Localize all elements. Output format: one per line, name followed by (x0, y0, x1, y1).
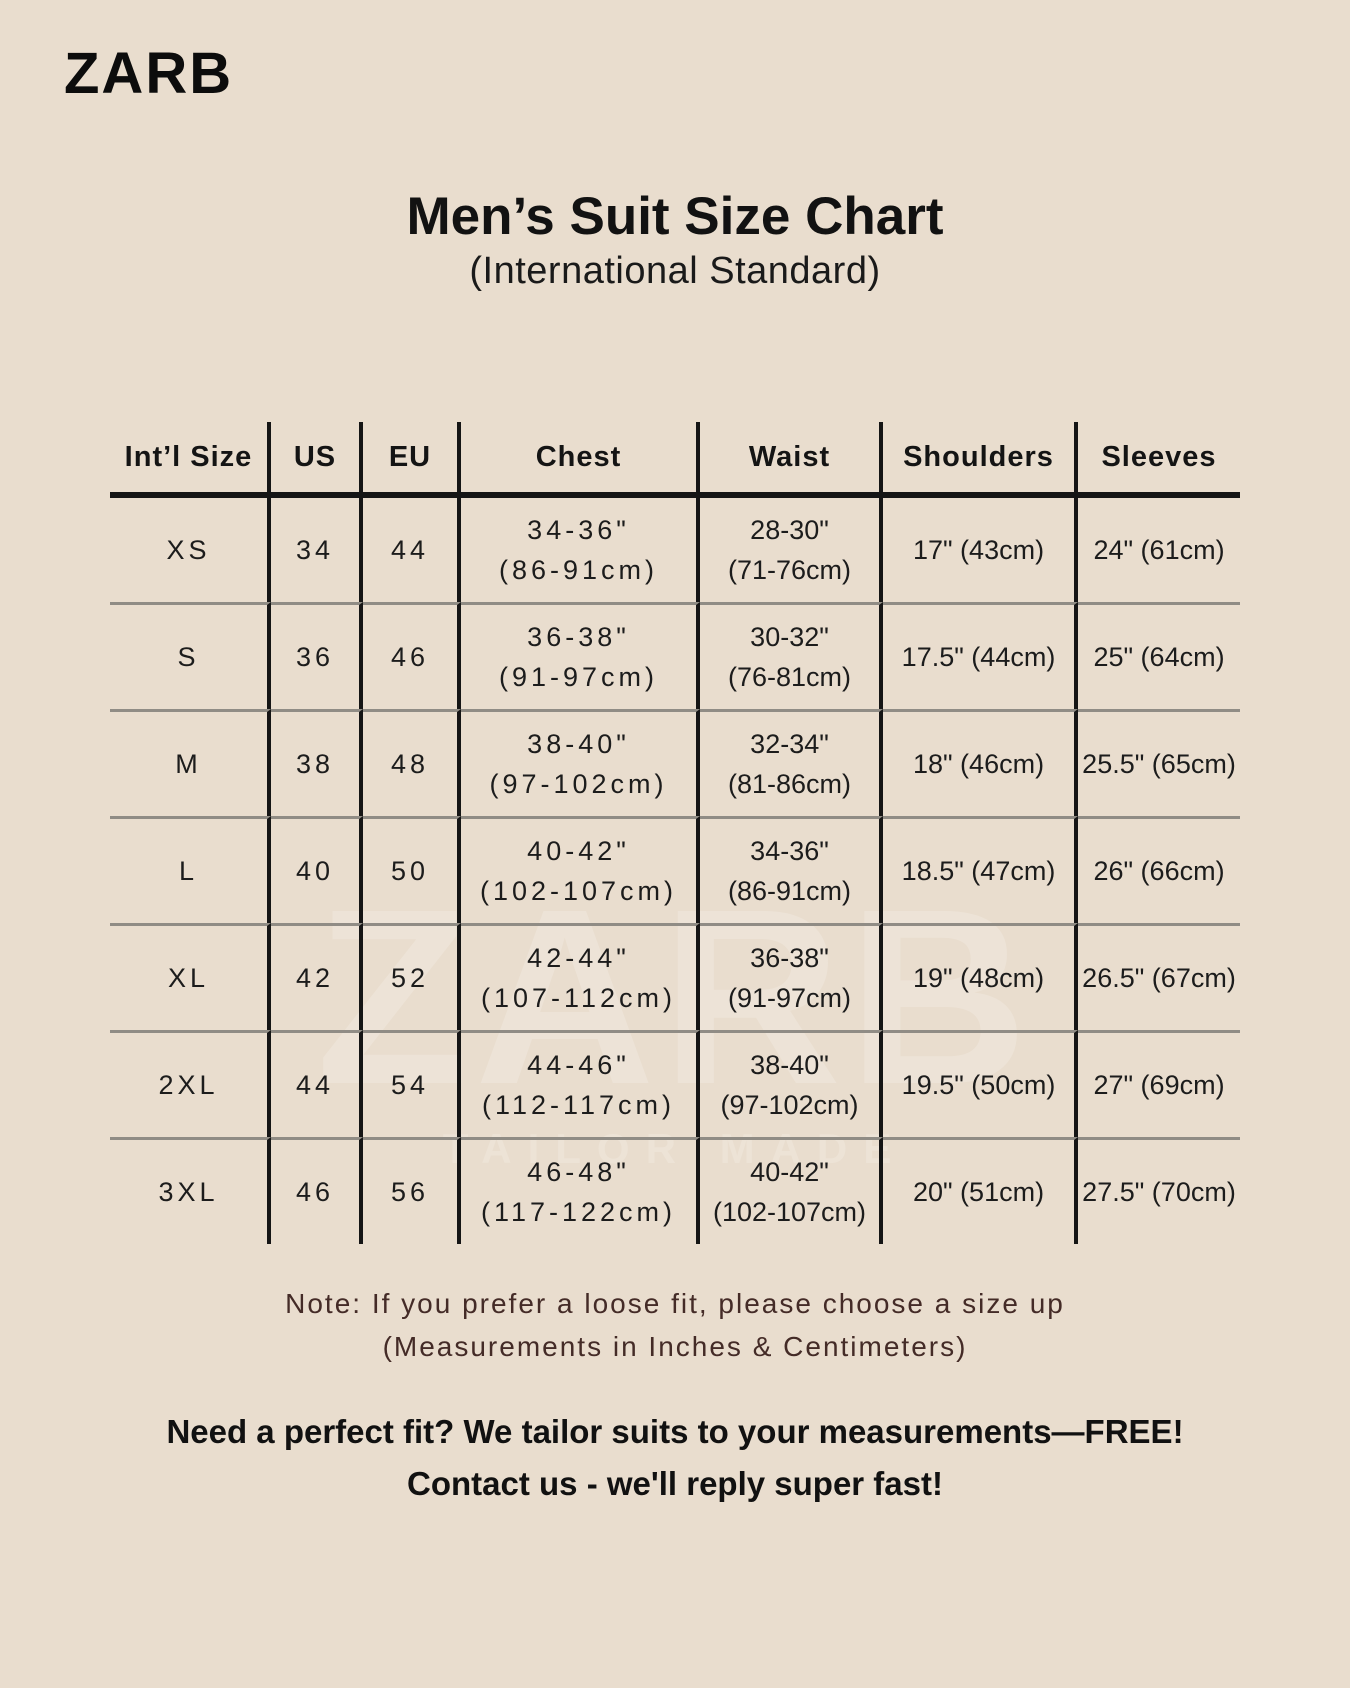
cell-sleeves: 26.5" (67cm) (1078, 923, 1240, 1030)
cell-chest: 34-36" (86-91cm) (461, 498, 700, 602)
cell-eu-size: 52 (363, 923, 461, 1030)
chest-inches: 38-40" (527, 729, 630, 759)
cell-chest: 44-46" (112-117cm) (461, 1030, 700, 1137)
footer-line-1: Need a perfect fit? We tailor suits to y… (166, 1413, 1184, 1450)
waist-inches: 34-36" (750, 836, 829, 866)
cell-shoulders: 18" (46cm) (883, 709, 1078, 816)
cell-waist: 36-38" (91-97cm) (700, 923, 883, 1030)
cell-intl-size-2xl: 2XL (110, 1030, 271, 1137)
cell-waist: 34-36" (86-91cm) (700, 816, 883, 923)
waist-inches: 36-38" (750, 943, 829, 973)
cell-eu-size: 50 (363, 816, 461, 923)
note-block: Note: If you prefer a loose fit, please … (0, 1282, 1350, 1368)
chest-inches: 42-44" (527, 943, 630, 973)
waist-centimeters: (71-76cm) (727, 555, 852, 585)
column-header-waist: Waist (700, 422, 883, 498)
cell-sleeves: 27.5" (70cm) (1078, 1137, 1240, 1244)
column-header-shoulders: Shoulders (883, 422, 1078, 498)
cell-chest: 40-42" (102-107cm) (461, 816, 700, 923)
cell-eu-size: 48 (363, 709, 461, 816)
column-header-us: US (271, 422, 363, 498)
cell-us-size: 42 (271, 923, 363, 1030)
chest-centimeters: (102-107cm) (479, 876, 678, 906)
cell-shoulders: 20" (51cm) (883, 1137, 1078, 1244)
cell-eu-size: 56 (363, 1137, 461, 1244)
chest-centimeters: (97-102cm) (489, 769, 668, 799)
chest-inches: 44-46" (527, 1050, 630, 1080)
waist-centimeters: (81-86cm) (727, 769, 852, 799)
chest-centimeters: (112-117cm) (481, 1090, 676, 1120)
cell-intl-size-l: L (110, 816, 271, 923)
note-line-1: Note: If you prefer a loose fit, please … (285, 1288, 1065, 1319)
cell-sleeves: 25" (64cm) (1078, 602, 1240, 709)
cell-us-size: 40 (271, 816, 363, 923)
footer-block: Need a perfect fit? We tailor suits to y… (0, 1406, 1350, 1510)
waist-inches: 38-40" (750, 1050, 829, 1080)
cell-shoulders: 17" (43cm) (883, 498, 1078, 602)
cell-eu-size: 44 (363, 498, 461, 602)
waist-centimeters: (86-91cm) (727, 876, 852, 906)
cell-intl-size-xs: XS (110, 498, 271, 602)
waist-centimeters: (97-102cm) (720, 1090, 859, 1120)
cell-us-size: 38 (271, 709, 363, 816)
cell-intl-size-m: M (110, 709, 271, 816)
column-header-int-l-size: Int’l Size (110, 422, 271, 498)
cell-waist: 40-42" (102-107cm) (700, 1137, 883, 1244)
waist-inches: 28-30" (750, 515, 829, 545)
cell-intl-size-3xl: 3XL (110, 1137, 271, 1244)
cell-eu-size: 54 (363, 1030, 461, 1137)
page-title: Men’s Suit Size Chart (406, 187, 944, 246)
cell-chest: 42-44" (107-112cm) (461, 923, 700, 1030)
cell-us-size: 46 (271, 1137, 363, 1244)
waist-inches: 30-32" (750, 622, 829, 652)
cell-shoulders: 17.5" (44cm) (883, 602, 1078, 709)
cell-waist: 38-40" (97-102cm) (700, 1030, 883, 1137)
chest-inches: 36-38" (527, 622, 630, 652)
chest-inches: 34-36" (527, 515, 630, 545)
footer-line-2: Contact us - we'll reply super fast! (407, 1465, 943, 1502)
note-line-2: (Measurements in Inches & Centimeters) (382, 1331, 968, 1362)
chest-centimeters: (107-112cm) (480, 983, 677, 1013)
column-header-chest: Chest (461, 422, 700, 498)
chest-centimeters: (86-91cm) (498, 555, 659, 585)
cell-chest: 46-48" (117-122cm) (461, 1137, 700, 1244)
cell-shoulders: 19.5" (50cm) (883, 1030, 1078, 1137)
waist-inches: 32-34" (750, 729, 829, 759)
cell-waist: 30-32" (76-81cm) (700, 602, 883, 709)
size-chart-table: Int’l Size US EU Chest Waist Shoulders Sleeves… (110, 422, 1240, 1244)
chest-inches: 40-42" (527, 836, 630, 866)
cell-us-size: 44 (271, 1030, 363, 1137)
cell-shoulders: 18.5" (47cm) (883, 816, 1078, 923)
column-header-sleeves: Sleeves (1078, 422, 1240, 498)
waist-centimeters: (91-97cm) (727, 983, 852, 1013)
cell-waist: 32-34" (81-86cm) (700, 709, 883, 816)
cell-us-size: 34 (271, 498, 363, 602)
cell-sleeves: 26" (66cm) (1078, 816, 1240, 923)
cell-us-size: 36 (271, 602, 363, 709)
chest-centimeters: (117-122cm) (480, 1197, 677, 1227)
waist-centimeters: (76-81cm) (727, 662, 852, 692)
cell-eu-size: 46 (363, 602, 461, 709)
cell-intl-size-xl: XL (110, 923, 271, 1030)
cell-chest: 36-38" (91-97cm) (461, 602, 700, 709)
waist-inches: 40-42" (750, 1157, 829, 1187)
brand-logo: ZARB (64, 41, 234, 106)
cell-sleeves: 24" (61cm) (1093, 535, 1225, 565)
cell-shoulders: 19" (48cm) (883, 923, 1078, 1030)
waist-centimeters: (102-107cm) (712, 1197, 867, 1227)
cell-waist: 28-30" (71-76cm) (700, 498, 883, 602)
chest-centimeters: (91-97cm) (498, 662, 659, 692)
cell-chest: 38-40" (97-102cm) (461, 709, 700, 816)
cell-intl-size-s: S (110, 602, 271, 709)
cell-sleeves: 27" (69cm) (1078, 1030, 1240, 1137)
page-subtitle: (International Standard) (469, 250, 881, 292)
column-header-eu: EU (363, 422, 461, 498)
chest-inches: 46-48" (527, 1157, 630, 1187)
cell-sleeves: 25.5" (65cm) (1078, 709, 1240, 816)
